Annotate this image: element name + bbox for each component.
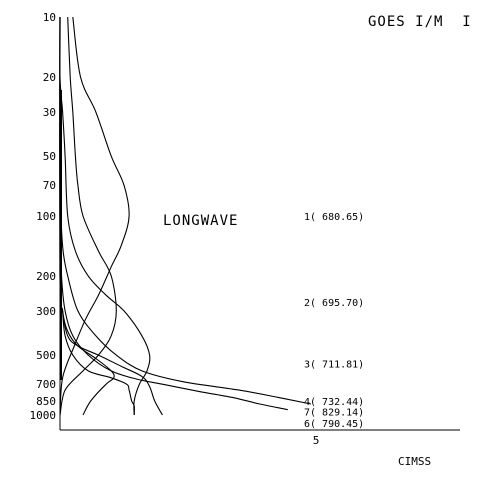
- y-tick-label: 20: [43, 71, 56, 84]
- y-tick-label: 500: [36, 349, 56, 362]
- y-tick-label: 30: [43, 106, 56, 119]
- chart-axes: [59, 17, 460, 431]
- series-line-4: [59, 16, 312, 405]
- chart-title: GOES I/M I: [368, 14, 472, 30]
- series-labels: 1( 680.65) 2( 695.70) 3( 711.81) 4( 732.44)…: [304, 212, 364, 430]
- y-tick-label: 50: [43, 150, 56, 163]
- y-tick-label: 200: [36, 270, 56, 283]
- series-label: 1( 680.65): [304, 212, 364, 223]
- series-line-1: [59, 16, 130, 416]
- series-line-8: [59, 16, 115, 416]
- series-label: 4( 732.44): [304, 397, 364, 408]
- series-lines: [59, 16, 312, 416]
- series-label: 6( 790.45): [304, 419, 364, 430]
- series-label: 7( 829.14): [304, 407, 364, 418]
- band-label: LONGWAVE: [163, 213, 239, 229]
- series-label: 3( 711.81): [304, 359, 364, 370]
- y-tick-label: 300: [36, 305, 56, 318]
- credit-label: CIMSS: [398, 455, 432, 468]
- series-line-6: [59, 16, 163, 416]
- y-tick-label: 1000: [30, 409, 57, 422]
- x-tick-label: 5: [313, 434, 320, 447]
- series-label: 2( 695.70): [304, 298, 364, 309]
- y-tick-label: 100: [36, 210, 56, 223]
- series-line-7: [59, 16, 135, 416]
- y-tick-label: 850: [36, 395, 56, 408]
- y-tick-label: 70: [43, 179, 56, 192]
- y-tick-label: 700: [36, 378, 56, 391]
- series-line-2: [59, 16, 117, 416]
- y-tick-label: 10: [43, 11, 56, 24]
- x-tick-labels: 5: [313, 434, 320, 447]
